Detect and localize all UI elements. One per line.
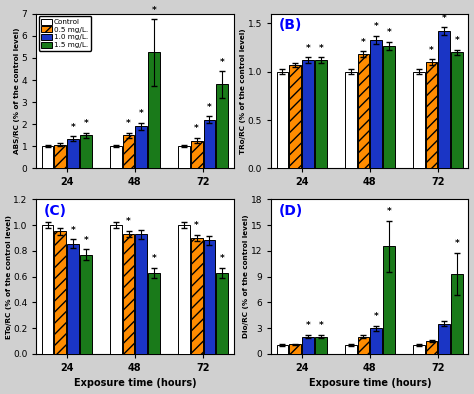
Bar	[277, 345, 288, 354]
Bar	[345, 345, 356, 354]
Bar	[42, 146, 54, 168]
Bar	[370, 40, 382, 168]
Text: *: *	[306, 322, 310, 330]
Bar	[67, 139, 79, 168]
Bar	[191, 238, 202, 354]
Bar	[451, 274, 463, 354]
Bar	[451, 52, 463, 168]
Text: *: *	[194, 125, 199, 134]
Bar	[413, 345, 425, 354]
Bar	[383, 247, 395, 354]
Bar	[357, 337, 369, 354]
Text: *: *	[455, 36, 460, 45]
Text: *: *	[194, 221, 199, 230]
Text: *: *	[220, 254, 225, 263]
Text: *: *	[71, 123, 75, 132]
Bar	[357, 54, 369, 168]
Bar	[413, 72, 425, 168]
Bar	[136, 126, 147, 168]
Bar	[302, 337, 314, 354]
Text: *: *	[374, 312, 379, 321]
Text: *: *	[387, 207, 392, 216]
Legend: Control, 0.5 mg/L., 1.0 mg/L., 1.5 mg/L.: Control, 0.5 mg/L., 1.0 mg/L., 1.5 mg/L.	[38, 16, 91, 51]
Bar	[426, 62, 438, 168]
Bar	[203, 120, 215, 168]
X-axis label: Exposure time (hours): Exposure time (hours)	[309, 379, 431, 388]
Bar	[290, 65, 301, 168]
Text: *: *	[71, 225, 75, 234]
Bar	[80, 255, 92, 354]
Text: *: *	[84, 119, 89, 128]
Bar	[370, 328, 382, 354]
Bar	[302, 60, 314, 168]
Text: (A): (A)	[44, 19, 68, 32]
Text: *: *	[361, 38, 366, 47]
Text: *: *	[220, 58, 225, 67]
Bar	[136, 234, 147, 354]
Bar	[383, 46, 395, 168]
Text: (C): (C)	[44, 204, 67, 218]
Bar	[178, 225, 190, 354]
Bar	[426, 341, 438, 354]
Text: *: *	[429, 46, 434, 54]
Bar	[277, 72, 288, 168]
Y-axis label: ABS/RC (% of the control level): ABS/RC (% of the control level)	[14, 28, 20, 154]
Text: *: *	[319, 44, 323, 53]
Bar	[217, 84, 228, 168]
Y-axis label: DIo/RC (% of the control level): DIo/RC (% of the control level)	[243, 215, 249, 338]
Text: *: *	[387, 28, 392, 37]
Bar	[148, 52, 160, 168]
Bar	[315, 337, 327, 354]
Bar	[80, 135, 92, 168]
Text: *: *	[152, 254, 156, 263]
Bar	[148, 273, 160, 354]
Text: *: *	[442, 14, 447, 23]
Y-axis label: TRo/RC (% of the control level): TRo/RC (% of the control level)	[240, 28, 246, 154]
Bar	[191, 141, 202, 168]
Text: *: *	[152, 6, 156, 15]
Text: (B): (B)	[279, 19, 302, 32]
Bar	[110, 146, 122, 168]
Y-axis label: ETo/RC (% of the control level): ETo/RC (% of the control level)	[6, 215, 11, 338]
Text: *: *	[126, 217, 131, 226]
Bar	[203, 240, 215, 354]
Bar	[438, 324, 450, 354]
Text: *: *	[455, 239, 460, 248]
Bar	[345, 72, 356, 168]
Bar	[178, 146, 190, 168]
Bar	[110, 225, 122, 354]
Text: *: *	[374, 22, 379, 32]
Text: *: *	[306, 44, 310, 53]
Text: *: *	[126, 119, 131, 128]
Text: (D): (D)	[279, 204, 303, 218]
Bar	[217, 273, 228, 354]
Bar	[290, 344, 301, 354]
Bar	[123, 234, 135, 354]
Bar	[315, 60, 327, 168]
Bar	[42, 225, 54, 354]
Bar	[55, 231, 66, 354]
Bar	[123, 135, 135, 168]
Bar	[438, 31, 450, 168]
X-axis label: Exposure time (hours): Exposure time (hours)	[73, 379, 196, 388]
Bar	[55, 145, 66, 168]
Text: *: *	[207, 103, 212, 112]
Text: *: *	[319, 322, 323, 330]
Text: *: *	[139, 110, 144, 119]
Bar	[67, 244, 79, 354]
Text: *: *	[84, 236, 89, 245]
